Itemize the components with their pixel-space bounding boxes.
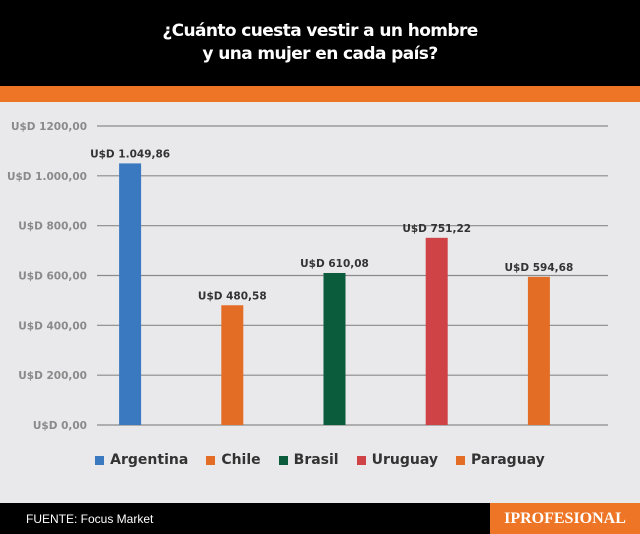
legend-label: Brasil: [293, 452, 339, 468]
legend-item-argentina: Argentina: [95, 452, 188, 468]
iprofesional-logo: IPROFESIONAL: [490, 503, 640, 534]
orange-band: [0, 86, 640, 102]
legend-swatch: [206, 455, 216, 465]
bar-uruguay: [425, 237, 448, 425]
chart-title: ¿Cuánto cuesta vestir a un hombre y una …: [0, 20, 640, 66]
y-tick-label: U$D 1200,00: [11, 121, 87, 133]
data-label: U$D 594,68: [505, 262, 574, 274]
legend-swatch: [278, 455, 288, 465]
legend-label: Argentina: [110, 452, 189, 468]
title-line-1: ¿Cuánto cuesta vestir a un hombre: [162, 21, 478, 41]
chart-header: ¿Cuánto cuesta vestir a un hombre y una …: [0, 0, 640, 86]
y-tick-label: U$D 1.000,00: [7, 171, 87, 183]
y-tick-label: U$D 400,00: [18, 320, 87, 332]
title-line-2: y una mujer en cada país?: [202, 44, 438, 64]
legend-item-paraguay: Paraguay: [455, 452, 545, 468]
legend-label: Paraguay: [470, 452, 545, 468]
data-label: U$D 480,58: [198, 290, 267, 302]
data-label: U$D 751,22: [402, 223, 471, 235]
legend-swatch: [95, 455, 105, 465]
legend: Argentina Chile Brasil Uruguay Paraguay: [0, 452, 640, 468]
legend-label: Chile: [221, 452, 261, 468]
y-tick-label: U$D 200,00: [18, 370, 87, 382]
legend-label: Uruguay: [371, 452, 438, 468]
bar-chile: [221, 305, 244, 425]
bar-argentina: [119, 163, 142, 425]
legend-swatch: [455, 455, 465, 465]
legend-item-uruguay: Uruguay: [356, 452, 438, 468]
legend-swatch: [356, 455, 366, 465]
bar-paraguay: [527, 276, 550, 425]
data-label: U$D 610,08: [300, 258, 369, 270]
data-label: U$D 1.049,86: [90, 148, 170, 160]
source-text: FUENTE: Focus Market: [26, 512, 154, 526]
legend-item-chile: Chile: [206, 452, 261, 468]
footer: FUENTE: Focus Market IPROFESIONAL: [0, 503, 640, 534]
y-tick-label: U$D 600,00: [18, 271, 87, 283]
y-tick-label: U$D 0,00: [33, 420, 87, 432]
legend-item-brasil: Brasil: [278, 452, 339, 468]
bar-brasil: [323, 272, 346, 425]
y-tick-label: U$D 800,00: [18, 221, 87, 233]
